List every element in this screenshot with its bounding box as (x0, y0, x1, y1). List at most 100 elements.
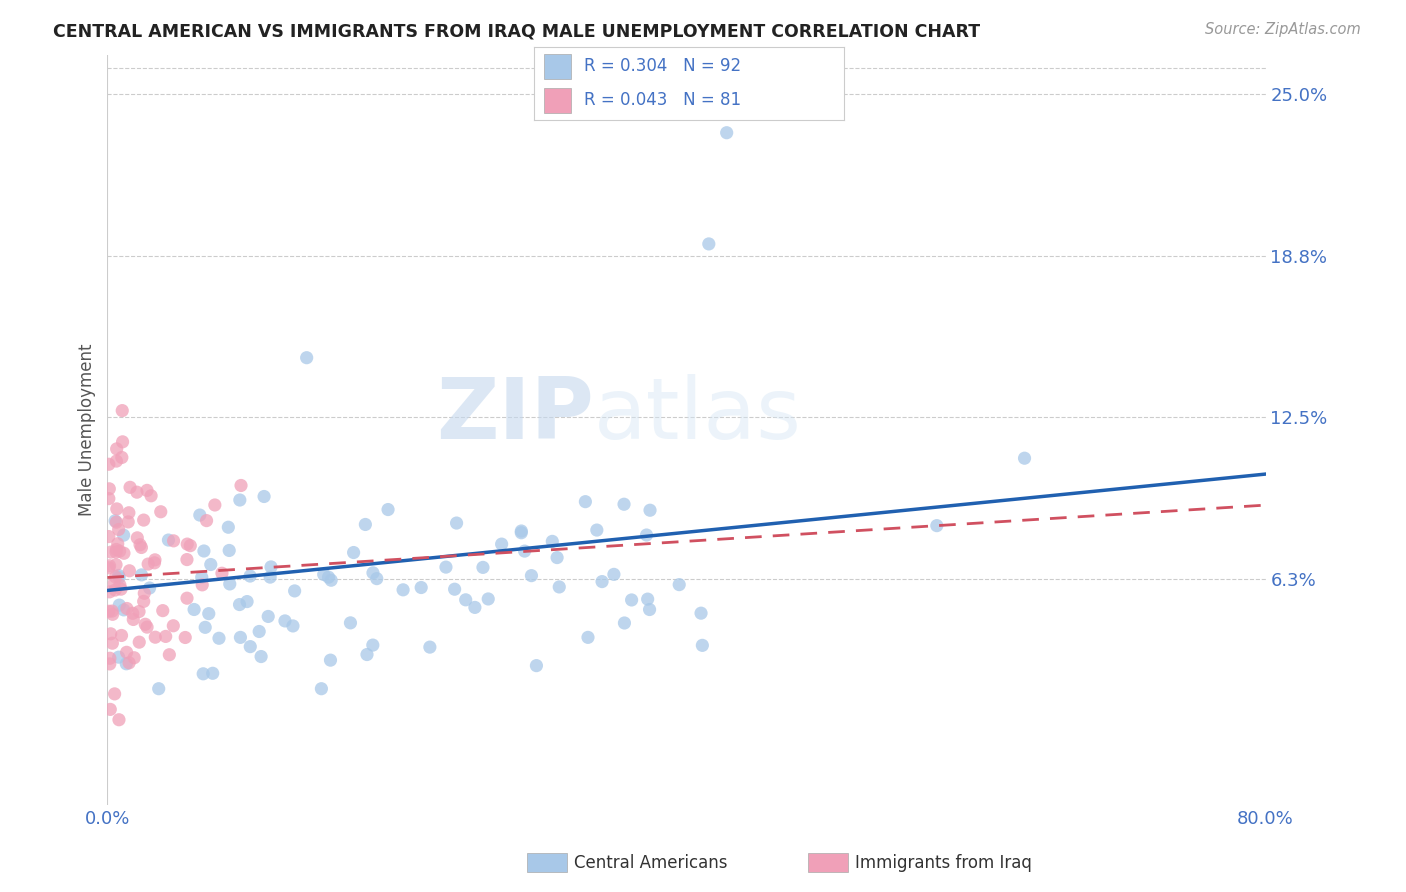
Point (155, 629, 177, 643)
Point (342, 545, 364, 559)
Point (101, 607, 124, 622)
Point (129, 538, 152, 552)
Point (105, 502, 128, 516)
Point (136, 483, 159, 498)
Point (585, 523, 607, 537)
Point (111, 450, 134, 465)
Point (101, 604, 124, 618)
Point (108, 570, 131, 584)
Bar (544, 88, 571, 113)
Point (591, 574, 613, 589)
Point (229, 493, 252, 508)
Point (201, 666, 224, 681)
Point (419, 640, 441, 654)
Point (200, 558, 222, 572)
Point (98, 651, 121, 665)
Point (105, 542, 128, 557)
Point (510, 525, 533, 540)
Point (638, 503, 661, 517)
Point (208, 632, 231, 646)
Point (111, 403, 134, 417)
Point (194, 620, 217, 634)
Point (118, 480, 141, 494)
Point (115, 657, 138, 671)
Point (464, 600, 486, 615)
Point (97, 530, 120, 544)
Point (101, 636, 124, 650)
Point (193, 666, 215, 681)
Point (118, 656, 141, 670)
Text: R = 0.043   N = 81: R = 0.043 N = 81 (583, 91, 741, 109)
Y-axis label: Male Unemployment: Male Unemployment (79, 343, 96, 516)
Point (191, 578, 214, 592)
Point (620, 593, 643, 607)
Point (104, 570, 127, 584)
Point (281, 619, 304, 633)
Point (105, 558, 128, 572)
Point (690, 606, 713, 620)
Point (239, 640, 262, 654)
Point (98, 482, 121, 496)
Point (157, 533, 180, 547)
Point (477, 591, 499, 606)
Point (118, 564, 141, 578)
Point (637, 592, 659, 607)
Point (105, 454, 128, 468)
Point (454, 592, 477, 607)
Point (136, 557, 159, 571)
Point (253, 490, 276, 504)
Point (321, 573, 343, 587)
Point (228, 598, 250, 612)
Point (513, 544, 536, 558)
Point (128, 635, 150, 649)
Point (110, 628, 132, 642)
Point (98, 702, 121, 716)
Point (118, 506, 141, 520)
Point (136, 620, 159, 634)
Point (132, 513, 155, 527)
Point (97, 604, 120, 618)
Point (274, 614, 297, 628)
Point (148, 681, 170, 696)
Point (149, 505, 172, 519)
Point (491, 537, 513, 551)
Point (247, 624, 270, 639)
Point (236, 594, 259, 608)
Point (98, 657, 121, 671)
Point (217, 520, 239, 534)
Point (179, 539, 201, 553)
Point (218, 543, 240, 558)
Point (174, 631, 197, 645)
Point (128, 605, 150, 619)
Point (295, 351, 318, 365)
Point (925, 518, 948, 533)
Point (197, 607, 219, 621)
Point (112, 528, 135, 542)
Point (354, 517, 377, 532)
Text: CENTRAL AMERICAN VS IMMIGRANTS FROM IRAQ MALE UNEMPLOYMENT CORRELATION CHART: CENTRAL AMERICAN VS IMMIGRANTS FROM IRAQ… (53, 22, 980, 40)
Point (229, 631, 252, 645)
Point (176, 537, 198, 551)
Point (195, 514, 218, 528)
Point (183, 602, 205, 616)
Point (250, 649, 273, 664)
Point (204, 498, 226, 512)
Point (361, 566, 384, 580)
Point (108, 713, 131, 727)
Point (157, 648, 180, 662)
Point (613, 497, 636, 511)
Point (260, 560, 283, 574)
Point (107, 568, 129, 582)
Point (112, 603, 135, 617)
Point (716, 126, 738, 140)
Point (115, 601, 138, 615)
Point (131, 541, 153, 555)
Point (697, 236, 720, 251)
Point (311, 681, 333, 696)
Point (131, 567, 153, 582)
Text: Central Americans: Central Americans (574, 854, 727, 871)
Point (257, 609, 280, 624)
Point (377, 502, 399, 516)
Point (541, 534, 564, 549)
Point (526, 658, 548, 673)
